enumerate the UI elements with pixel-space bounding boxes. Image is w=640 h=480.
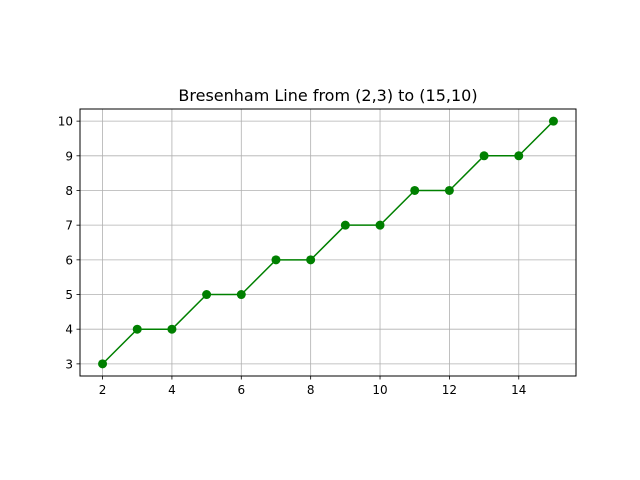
x-tick-label: 10 (372, 383, 387, 397)
series-line (102, 120, 554, 365)
data-point (375, 220, 385, 230)
x-tick-label: 12 (442, 383, 457, 397)
plot-frame (79, 108, 577, 377)
data-point (410, 185, 420, 195)
data-point (514, 151, 524, 161)
y-tick-label: 5 (65, 288, 73, 302)
data-point (306, 255, 316, 265)
data-point (167, 324, 177, 334)
x-tick-label: 6 (237, 383, 245, 397)
data-point (132, 324, 142, 334)
data-point (236, 290, 246, 300)
chart-title: Bresenham Line from (2,3) to (15,10) (178, 86, 477, 105)
data-point (98, 359, 108, 369)
data-point (444, 185, 454, 195)
ticks: 2 4 6 8 10 12 14 3 4 5 6 7 8 9 10 (58, 115, 527, 397)
x-tick-label: 8 (307, 383, 315, 397)
y-tick-label: 7 (65, 219, 73, 233)
y-tick-label: 6 (65, 253, 73, 267)
y-tick-label: 9 (65, 149, 73, 163)
x-tick-label: 2 (99, 383, 107, 397)
data-point (202, 290, 212, 300)
y-tick-label: 10 (58, 115, 73, 129)
x-tick-label: 4 (168, 383, 176, 397)
data-point (479, 151, 489, 161)
data-point (548, 116, 558, 126)
data-point (340, 220, 350, 230)
y-tick-label: 8 (65, 184, 73, 198)
x-tick-label: 14 (511, 383, 526, 397)
series-layer (98, 116, 558, 369)
y-tick-label: 3 (65, 357, 73, 371)
data-point (271, 255, 281, 265)
y-tick-label: 4 (65, 323, 73, 337)
